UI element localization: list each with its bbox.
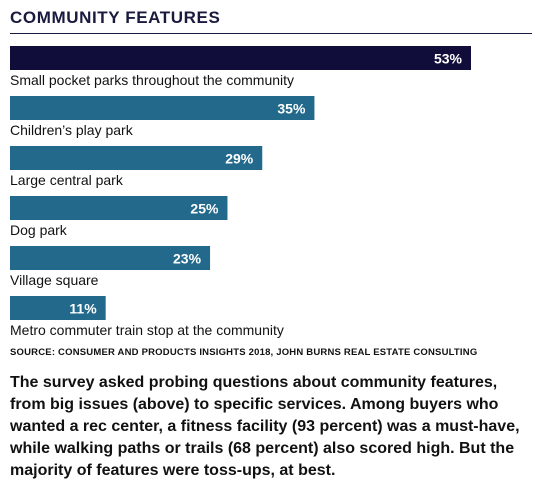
category-label-0: Small pocket parks throughout the commun… (10, 72, 294, 88)
bar-value-label-4: 23% (173, 251, 202, 267)
category-label-4: Village square (10, 272, 99, 288)
category-label-2: Large central park (10, 172, 124, 188)
bar-chart: 53% Small pocket parks throughout the com… (10, 46, 471, 338)
bar-3 (10, 196, 228, 220)
bar-value-label-1: 35% (277, 101, 306, 117)
title-divider (10, 33, 532, 34)
bar-4 (10, 246, 211, 270)
chart-source: SOURCE: CONSUMER AND PRODUCTS INSIGHTS 2… (10, 347, 478, 358)
bar-value-label-2: 29% (225, 151, 254, 167)
category-label-1: Children’s play park (10, 122, 134, 138)
bar-value-label-3: 25% (190, 201, 219, 217)
bar-2 (10, 146, 263, 170)
article-caption: The survey asked probing questions about… (10, 374, 520, 479)
bar-value-label-0: 53% (434, 51, 463, 67)
bar-5 (10, 296, 106, 320)
bar-0 (10, 46, 471, 70)
chart-title: COMMUNITY FEATURES (10, 8, 221, 27)
bar-1 (10, 96, 315, 120)
bar-value-label-5: 11% (69, 301, 97, 317)
category-label-3: Dog park (10, 222, 68, 238)
category-label-5: Metro commuter train stop at the communi… (10, 322, 284, 338)
